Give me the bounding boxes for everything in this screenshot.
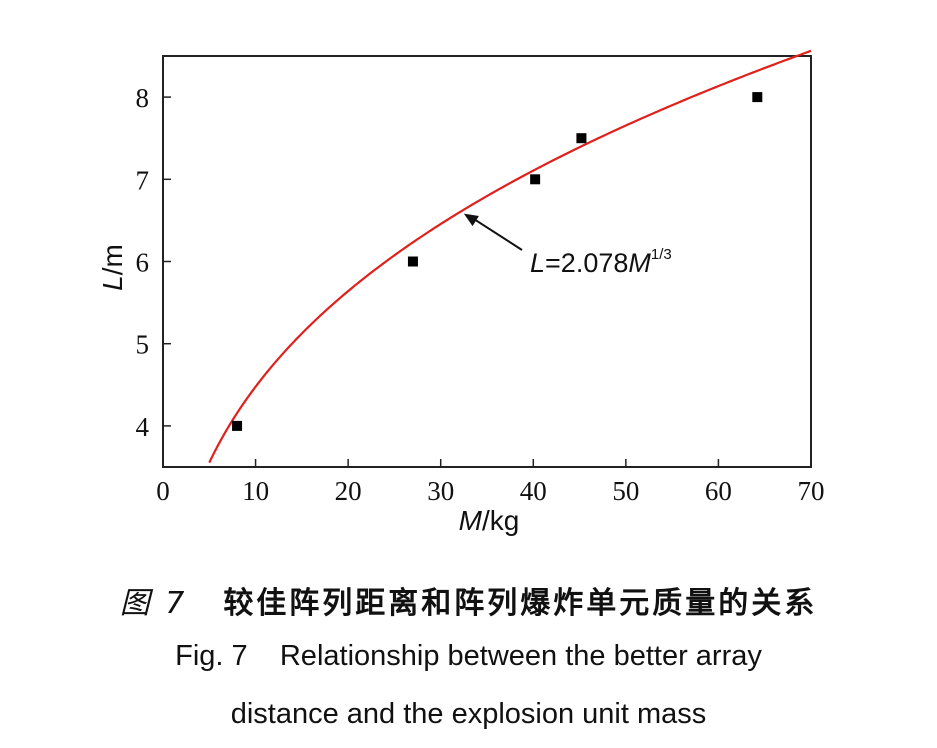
x-tick-label: 50 [612,476,639,506]
equation-exponent: 1/3 [651,246,672,263]
annotation-arrow-line [471,216,523,251]
x-axis-label-unit: /kg [482,505,519,536]
annotation: L=2.078M1/3 [463,213,672,278]
x-tick-label: 0 [156,476,170,506]
y-axis-label-symbol: L [97,275,128,291]
caption-english-line1: Fig. 7 Relationship between the better a… [175,640,762,672]
data-points [232,92,763,431]
caption-cn-figure-number: 图 7 [119,586,188,621]
data-point [407,256,418,267]
y-tick-label: 7 [136,165,150,195]
x-tick-label: 20 [335,476,362,506]
axis-ticks: 0 10 20 30 40 50 60 70 4 5 6 7 8 [136,83,825,506]
fit-curve [208,49,812,464]
plot-frame [162,55,812,468]
x-axis-label-symbol: M [459,505,483,536]
y-tick-label: 8 [136,83,150,113]
x-tick-label: 40 [520,476,547,506]
fit-equation: L=2.078M1/3 [530,246,672,278]
x-tick-label: 70 [798,476,825,506]
data-point [530,174,541,185]
y-axis-label: L/m [97,244,128,291]
axis-labels: M/kg L/m [97,244,519,536]
x-tick-label: 60 [705,476,732,506]
annotation-arrow-head [463,213,479,227]
data-point [752,92,763,103]
caption-cn-title: 较佳阵列距离和阵列爆炸单元质量的关系 [223,586,818,621]
x-axis-label: M/kg [459,505,520,536]
plot-border [162,55,812,468]
y-tick-label: 4 [136,412,150,442]
y-axis-label-unit: /m [97,244,128,275]
data-point [232,420,243,431]
equation-m: M [628,248,651,278]
caption-chinese: 图 7 较佳阵列距离和阵列爆炸单元质量的关系 [0,578,937,622]
equation-l: L [530,248,545,278]
equation-coefficient: =2.078 [545,248,628,278]
caption-english-line2: distance and the explosion unit mass [230,698,707,730]
data-point [576,133,587,144]
fit-curve-layer [208,49,812,464]
x-tick-label: 30 [427,476,454,506]
y-tick-label: 6 [136,248,150,278]
y-tick-label: 5 [136,330,150,360]
x-tick-label: 10 [242,476,269,506]
